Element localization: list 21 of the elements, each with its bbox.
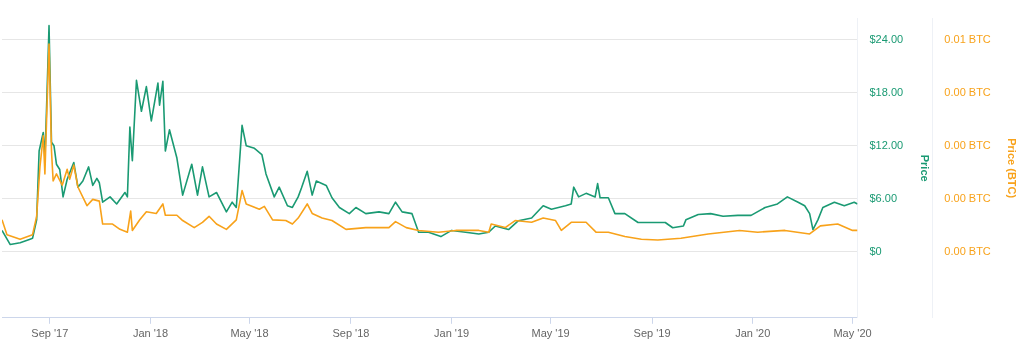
x-tick-label: May '20: [833, 327, 872, 340]
y2-tick-label: 0.00 BTC: [944, 85, 991, 98]
x-tick-label: Jan '18: [132, 327, 169, 340]
x-tick-label: May '19: [531, 327, 570, 340]
y-tick-label: $0: [869, 244, 882, 257]
x-tick-label: Jan '19: [434, 327, 470, 340]
y2-axis-title: Price (BTC): [1006, 138, 1019, 199]
x-tick-label: Jan '20: [735, 327, 771, 340]
x-tick-label: Sep '17: [31, 327, 69, 340]
y2-tick-label: 0.01 BTC: [944, 32, 991, 45]
y-tick-label: $12.00: [869, 138, 904, 151]
y2-tick-label: 0.00 BTC: [944, 191, 991, 204]
y-axis-title: Price: [918, 154, 931, 182]
x-tick-label: Sep '18: [332, 327, 370, 340]
y2-tick-label: 0.00 BTC: [944, 138, 991, 151]
x-tick-label: May '18: [230, 327, 269, 340]
x-tick-label: Sep '19: [633, 327, 671, 340]
y2-tick-label: 0.00 BTC: [944, 244, 991, 257]
y-tick-label: $6.00: [869, 191, 898, 204]
y-tick-label: $18.00: [869, 85, 904, 98]
y-tick-label: $24.00: [869, 32, 904, 45]
